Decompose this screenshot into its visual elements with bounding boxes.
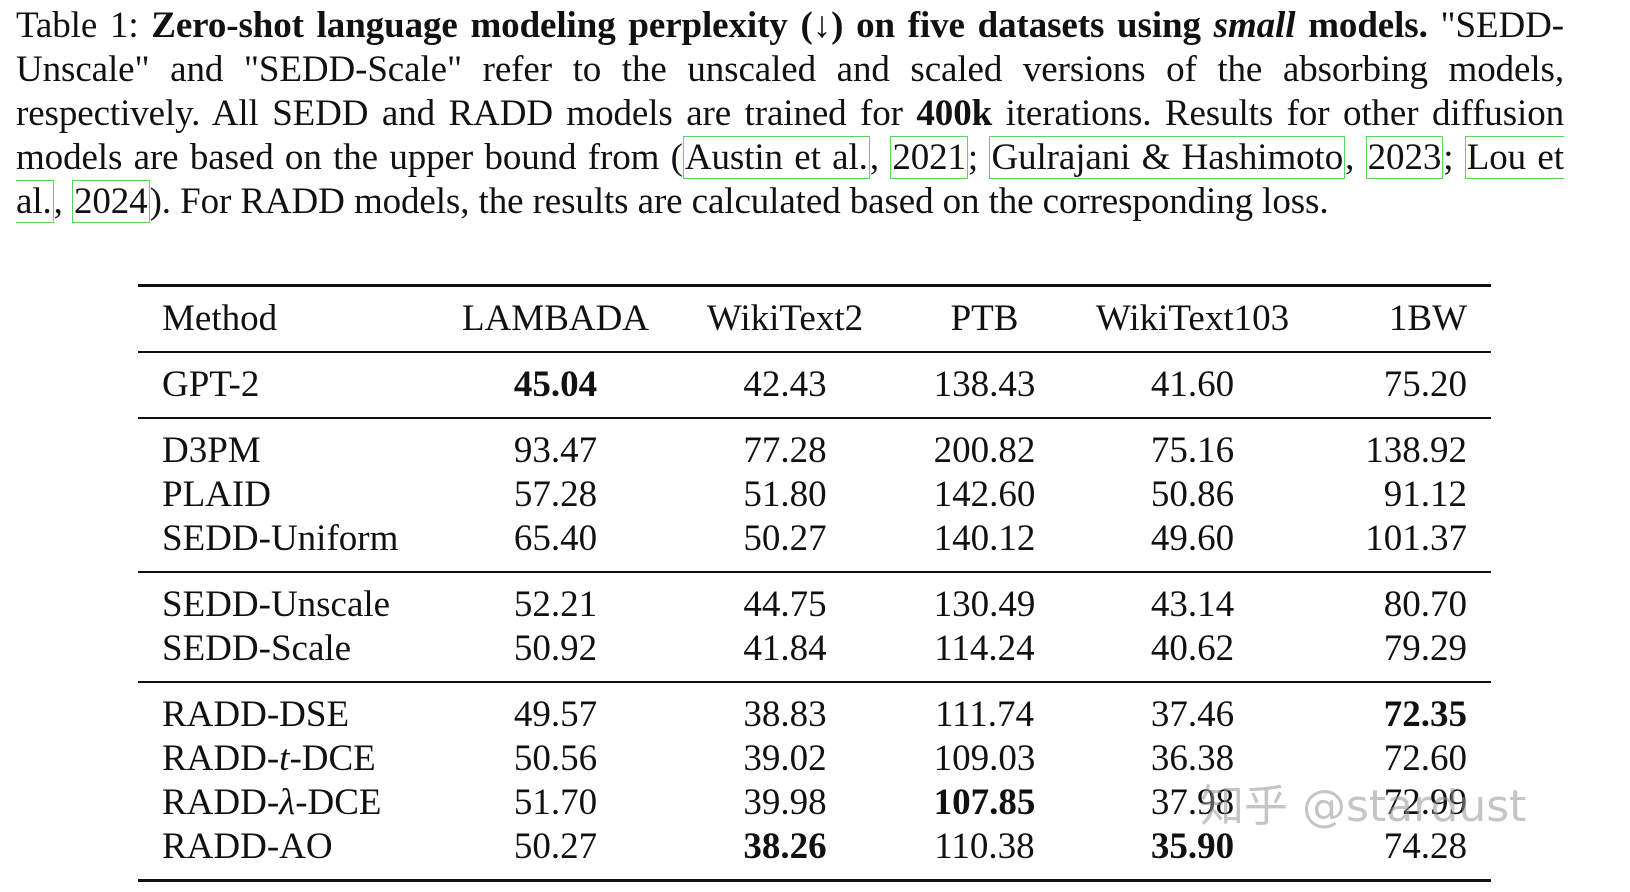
value-cell: 38.26 (667, 825, 903, 882)
header-method: Method (162, 298, 278, 339)
value-cell: 50.56 (513, 738, 598, 779)
value-cell: 41.60 (1066, 351, 1319, 418)
value-cell: 39.98 (743, 782, 827, 823)
header-ptb: PTB (950, 298, 1019, 339)
citation-link-austin[interactable]: Austin et al. (682, 136, 870, 179)
method-cell: PLAID (162, 474, 271, 515)
header-lambada: LAMBADA (461, 298, 650, 339)
value-cell: 79.29 (1383, 628, 1467, 669)
value-cell: 49.60 (1150, 518, 1235, 559)
table-row-radd-ao: RADD-AO 50.27 38.26 110.38 35.90 74.28 (138, 825, 1491, 882)
table-header-row: Method LAMBADA WikiText2 PTB WikiText103… (138, 285, 1491, 353)
value-cell: 77.28 (667, 417, 903, 473)
value-cell: 40.62 (1150, 628, 1235, 669)
value-cell: 101.37 (1365, 518, 1467, 559)
value-cell: 42.43 (667, 351, 903, 418)
method-cell: GPT-2 (138, 351, 444, 418)
caption-title: Zero-shot language modeling perplexity (… (151, 5, 1428, 46)
method-cell: SEDD-Uniform (162, 518, 399, 559)
value-cell: 91.12 (1383, 474, 1467, 515)
value-cell: 35.90 (1066, 825, 1319, 882)
caption-label: Table 1: (16, 5, 139, 46)
value-cell: 142.60 (933, 474, 1036, 515)
value-cell: 41.84 (743, 628, 827, 669)
value-cell: 72.60 (1383, 738, 1467, 779)
value-cell: 75.16 (1066, 417, 1319, 473)
value-cell: 38.83 (667, 681, 903, 737)
value-cell: 109.03 (933, 738, 1036, 779)
citation-link-austin-year[interactable]: 2021 (890, 136, 968, 179)
value-cell: 75.20 (1319, 351, 1491, 418)
method-cell: SEDD-Scale (162, 628, 352, 669)
value-cell: 140.12 (933, 518, 1036, 559)
value-cell: 107.85 (933, 782, 1036, 823)
value-cell: 43.14 (1066, 571, 1319, 627)
value-cell: 130.49 (903, 571, 1066, 627)
value-cell: 111.74 (903, 681, 1066, 737)
method-cell: RADD-AO (138, 825, 444, 882)
value-cell: 114.24 (934, 628, 1035, 669)
value-cell: 37.46 (1066, 681, 1319, 737)
value-cell: 37.98 (1150, 782, 1235, 823)
value-cell: 138.92 (1319, 417, 1491, 473)
value-cell: 110.38 (903, 825, 1066, 882)
table-row-plaid: PLAID 57.28 51.80 142.60 50.86 91.12 (138, 473, 1491, 517)
value-cell: 36.38 (1150, 738, 1235, 779)
value-cell: 72.99 (1383, 782, 1467, 823)
table-caption: Table 1: Zero-shot language modeling per… (16, 5, 1564, 223)
method-cell: RADD-t-DCE (162, 738, 376, 779)
table-row-sedd-uniform: SEDD-Uniform 65.40 50.27 140.12 49.60 10… (138, 517, 1491, 572)
value-cell: 52.21 (444, 571, 667, 627)
header-1bw: 1BW (1388, 298, 1467, 339)
citation-link-gulrajani[interactable]: Gulrajani & Hashimoto (989, 136, 1346, 179)
value-cell: 65.40 (513, 518, 598, 559)
table-row-radd-dse: RADD-DSE 49.57 38.83 111.74 37.46 72.35 (138, 681, 1491, 737)
table-row-sedd-scale: SEDD-Scale 50.92 41.84 114.24 40.62 79.2… (138, 627, 1491, 682)
method-cell: RADD-DSE (138, 681, 444, 737)
value-cell: 200.82 (903, 417, 1066, 473)
citation-link-gulrajani-year[interactable]: 2023 (1365, 136, 1444, 179)
citation-link-lou-year[interactable]: 2024 (71, 180, 150, 223)
method-cell: SEDD-Unscale (138, 571, 444, 627)
perplexity-table: Method LAMBADA WikiText2 PTB WikiText103… (138, 284, 1491, 882)
value-cell: 138.43 (903, 351, 1066, 418)
value-cell: 50.86 (1150, 474, 1235, 515)
value-cell: 50.27 (444, 825, 667, 882)
header-wikitext2: WikiText2 (706, 298, 864, 339)
value-cell: 57.28 (513, 474, 598, 515)
table-row-d3pm: D3PM 93.47 77.28 200.82 75.16 138.92 (138, 417, 1491, 473)
table-row-radd-lambda-dce: RADD-λ-DCE 51.70 39.98 107.85 37.98 72.9… (138, 781, 1491, 825)
value-cell: 51.70 (513, 782, 598, 823)
header-wikitext103: WikiText103 (1095, 298, 1290, 339)
value-cell: 51.80 (743, 474, 827, 515)
value-cell: 45.04 (444, 351, 667, 418)
method-cell: RADD-λ-DCE (162, 782, 382, 823)
value-cell: 39.02 (743, 738, 827, 779)
citation-link-lou[interactable]: Lou et al. (16, 136, 1564, 223)
table-row-gpt2: GPT-2 45.04 42.43 138.43 41.60 75.20 (138, 351, 1491, 418)
value-cell: 80.70 (1319, 571, 1491, 627)
method-cell: D3PM (138, 417, 444, 473)
value-cell: 72.35 (1319, 681, 1491, 737)
value-cell: 50.92 (513, 628, 598, 669)
table-row-radd-t-dce: RADD-t-DCE 50.56 39.02 109.03 36.38 72.6… (138, 737, 1491, 781)
table-row-sedd-unscale: SEDD-Unscale 52.21 44.75 130.49 43.14 80… (138, 571, 1491, 627)
value-cell: 49.57 (444, 681, 667, 737)
value-cell: 50.27 (743, 518, 827, 559)
value-cell: 44.75 (667, 571, 903, 627)
value-cell: 93.47 (444, 417, 667, 473)
value-cell: 74.28 (1319, 825, 1491, 882)
